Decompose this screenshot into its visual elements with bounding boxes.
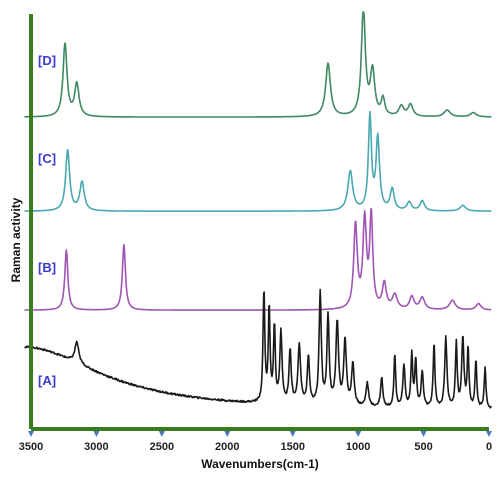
x-tick-marker-6 — [420, 431, 427, 437]
x-axis-title: Wavenumbers(cm-1) — [201, 457, 319, 471]
x-ticks-group: 3500 3000 2500 2000 1500 1000 500 0 — [19, 431, 492, 453]
spectrum-line-0 — [24, 11, 492, 118]
y-axis-title: Raman activity — [9, 197, 23, 282]
x-tick-label-7: 0 — [486, 441, 492, 453]
x-tick-label-4: 1500 — [280, 441, 304, 453]
series-label-2: [B] — [38, 260, 56, 275]
spectrum-line-1 — [24, 110, 492, 212]
series-labels-group: [D] [C] [B] [A] — [38, 53, 56, 388]
x-tick-label-3: 2000 — [215, 441, 239, 453]
x-tick-label-1: 3000 — [84, 441, 108, 453]
spectrum-line-3 — [24, 288, 493, 409]
x-tick-marker-3 — [224, 431, 231, 437]
x-tick-marker-2 — [158, 431, 165, 437]
series-label-0: [D] — [38, 53, 56, 68]
spectrum-line-2 — [24, 207, 492, 311]
x-tick-marker-7 — [486, 431, 492, 437]
x-tick-label-2: 2500 — [150, 441, 174, 453]
x-tick-marker-0 — [28, 431, 34, 437]
x-tick-label-0: 3500 — [19, 441, 43, 453]
x-tick-marker-4 — [289, 431, 296, 437]
series-label-1: [C] — [38, 151, 56, 166]
series-label-3: [A] — [38, 373, 56, 388]
x-tick-label-5: 1000 — [346, 441, 370, 453]
x-tick-label-6: 500 — [414, 441, 432, 453]
spectra-group — [24, 11, 493, 409]
x-tick-marker-1 — [93, 431, 100, 437]
x-tick-marker-5 — [355, 431, 362, 437]
